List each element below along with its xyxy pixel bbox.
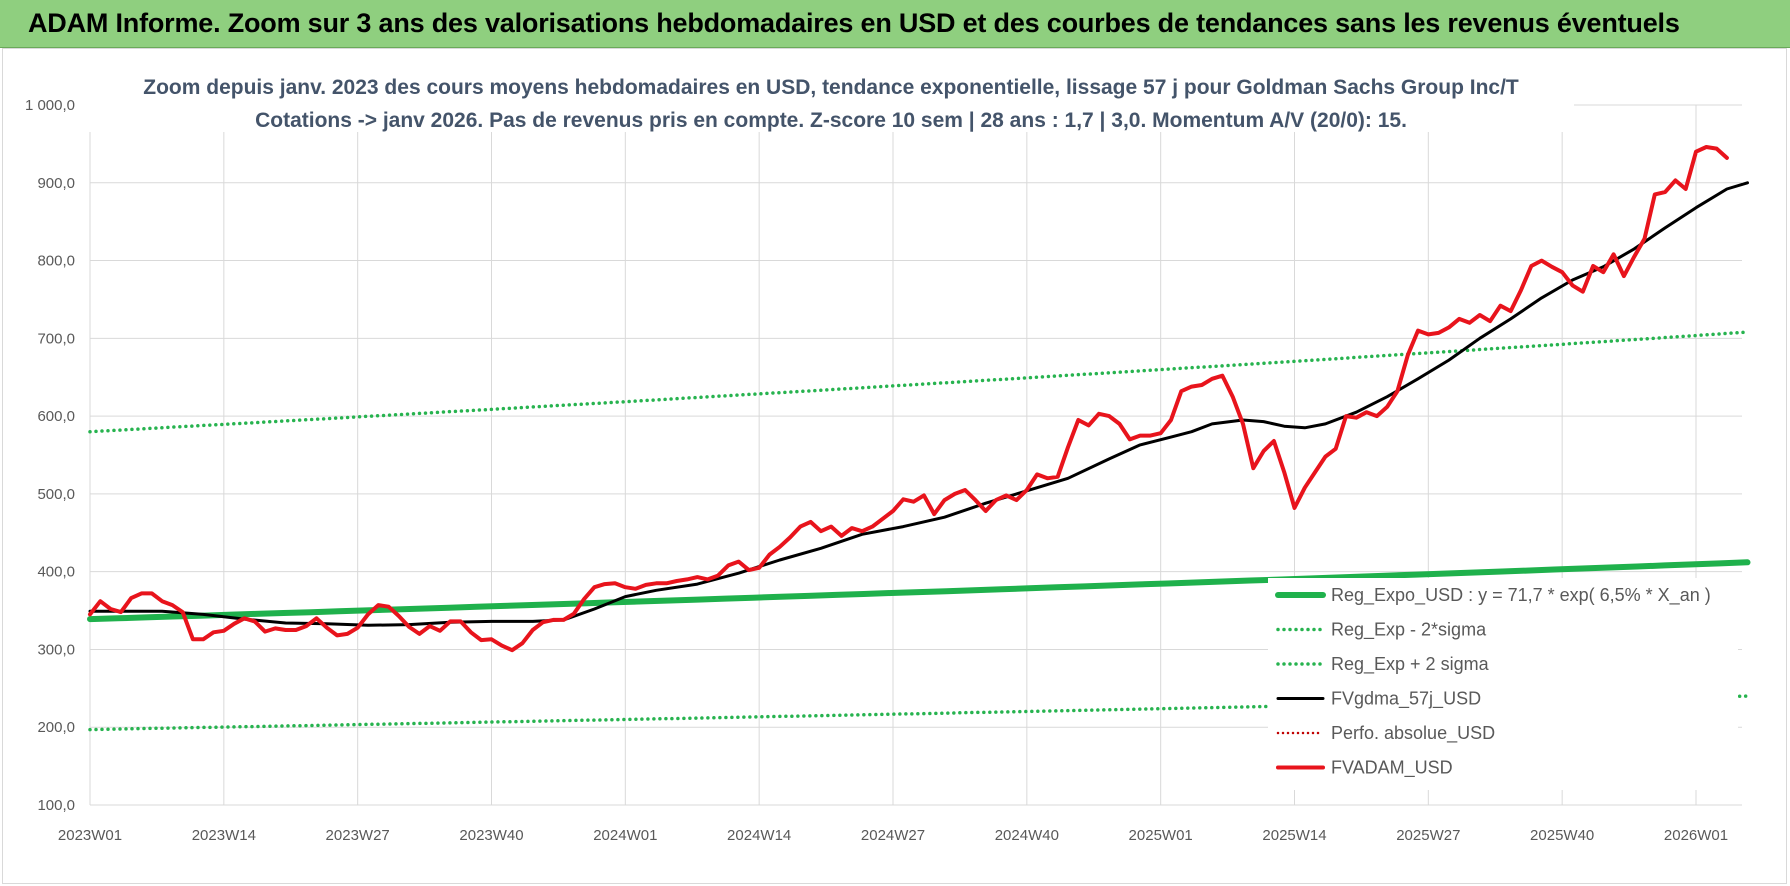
x-tick-label: 2023W27 — [326, 827, 390, 844]
x-tick-label: 2025W14 — [1262, 827, 1326, 844]
x-tick-label: 2023W40 — [459, 827, 523, 844]
y-tick-label: 200,0 — [37, 719, 75, 736]
chart-frame — [2, 48, 1787, 884]
series-fvgdma-line — [88, 181, 1749, 627]
y-tick-label: 1 000,0 — [25, 97, 75, 114]
x-tick-label: 2024W14 — [727, 827, 791, 844]
title-banner: ADAM Informe. Zoom sur 3 ans des valoris… — [0, 0, 1790, 48]
series-reg-expo-line — [87, 559, 1751, 623]
y-tick-label: 400,0 — [37, 564, 75, 581]
y-tick-label: 600,0 — [37, 408, 75, 425]
x-tick-label: 2024W27 — [861, 827, 925, 844]
legend-fvgdma-label: FVgdma_57j_USD — [1331, 689, 1481, 710]
y-tick-label: 800,0 — [37, 253, 75, 270]
x-tick-label: 2024W01 — [593, 827, 657, 844]
legend-plus-2-sigma-label: Reg_Exp + 2 sigma — [1331, 654, 1490, 675]
legend: Reg_Expo_USD : y = 71,7 * exp( 6,5% * X_… — [1268, 578, 1738, 790]
legend-perfo-label: Perfo. absolue_USD — [1331, 723, 1495, 744]
chart-title: Zoom depuis janv. 2023 des cours moyens … — [143, 76, 1519, 99]
x-tick-label: 2025W40 — [1530, 827, 1594, 844]
y-axis-tick-labels: 100,0 200,0 300,0 400,0 500,0 600,0 700,0 800,0… — [25, 97, 75, 814]
x-tick-label: 2023W14 — [192, 827, 256, 844]
x-tick-label: 2025W01 — [1129, 827, 1193, 844]
legend-reg-expo-label: Reg_Expo_USD : y = 71,7 * exp( 6,5% * X_… — [1331, 585, 1711, 606]
legend-background — [1268, 578, 1738, 790]
y-tick-label: 500,0 — [37, 486, 75, 503]
banner-title: ADAM Informe. Zoom sur 3 ans des valoris… — [28, 8, 1680, 38]
x-tick-label: 2025W27 — [1396, 827, 1460, 844]
x-tick-label: 2024W40 — [995, 827, 1059, 844]
y-tick-label: 900,0 — [37, 175, 75, 192]
y-tick-label: 300,0 — [37, 641, 75, 658]
x-tick-label: 2023W01 — [58, 827, 122, 844]
title-background — [88, 74, 1574, 132]
series-fvadam-line — [88, 145, 1729, 653]
legend-minus-2-sigma-label: Reg_Exp - 2*sigma — [1331, 620, 1487, 641]
x-tick-label: 2026W01 — [1664, 827, 1728, 844]
y-tick-label: 700,0 — [37, 330, 75, 347]
legend-fvadam-label: FVADAM_USD — [1331, 758, 1453, 779]
chart-subtitle: Cotations -> janv 2026. Pas de revenus p… — [255, 109, 1407, 132]
x-axis-tick-labels: 2023W01 2023W14 2023W27 2023W40 2024W01 2024W… — [58, 827, 1728, 844]
series-plus-2-sigma-line — [88, 330, 1750, 434]
y-tick-label: 100,0 — [37, 797, 75, 814]
